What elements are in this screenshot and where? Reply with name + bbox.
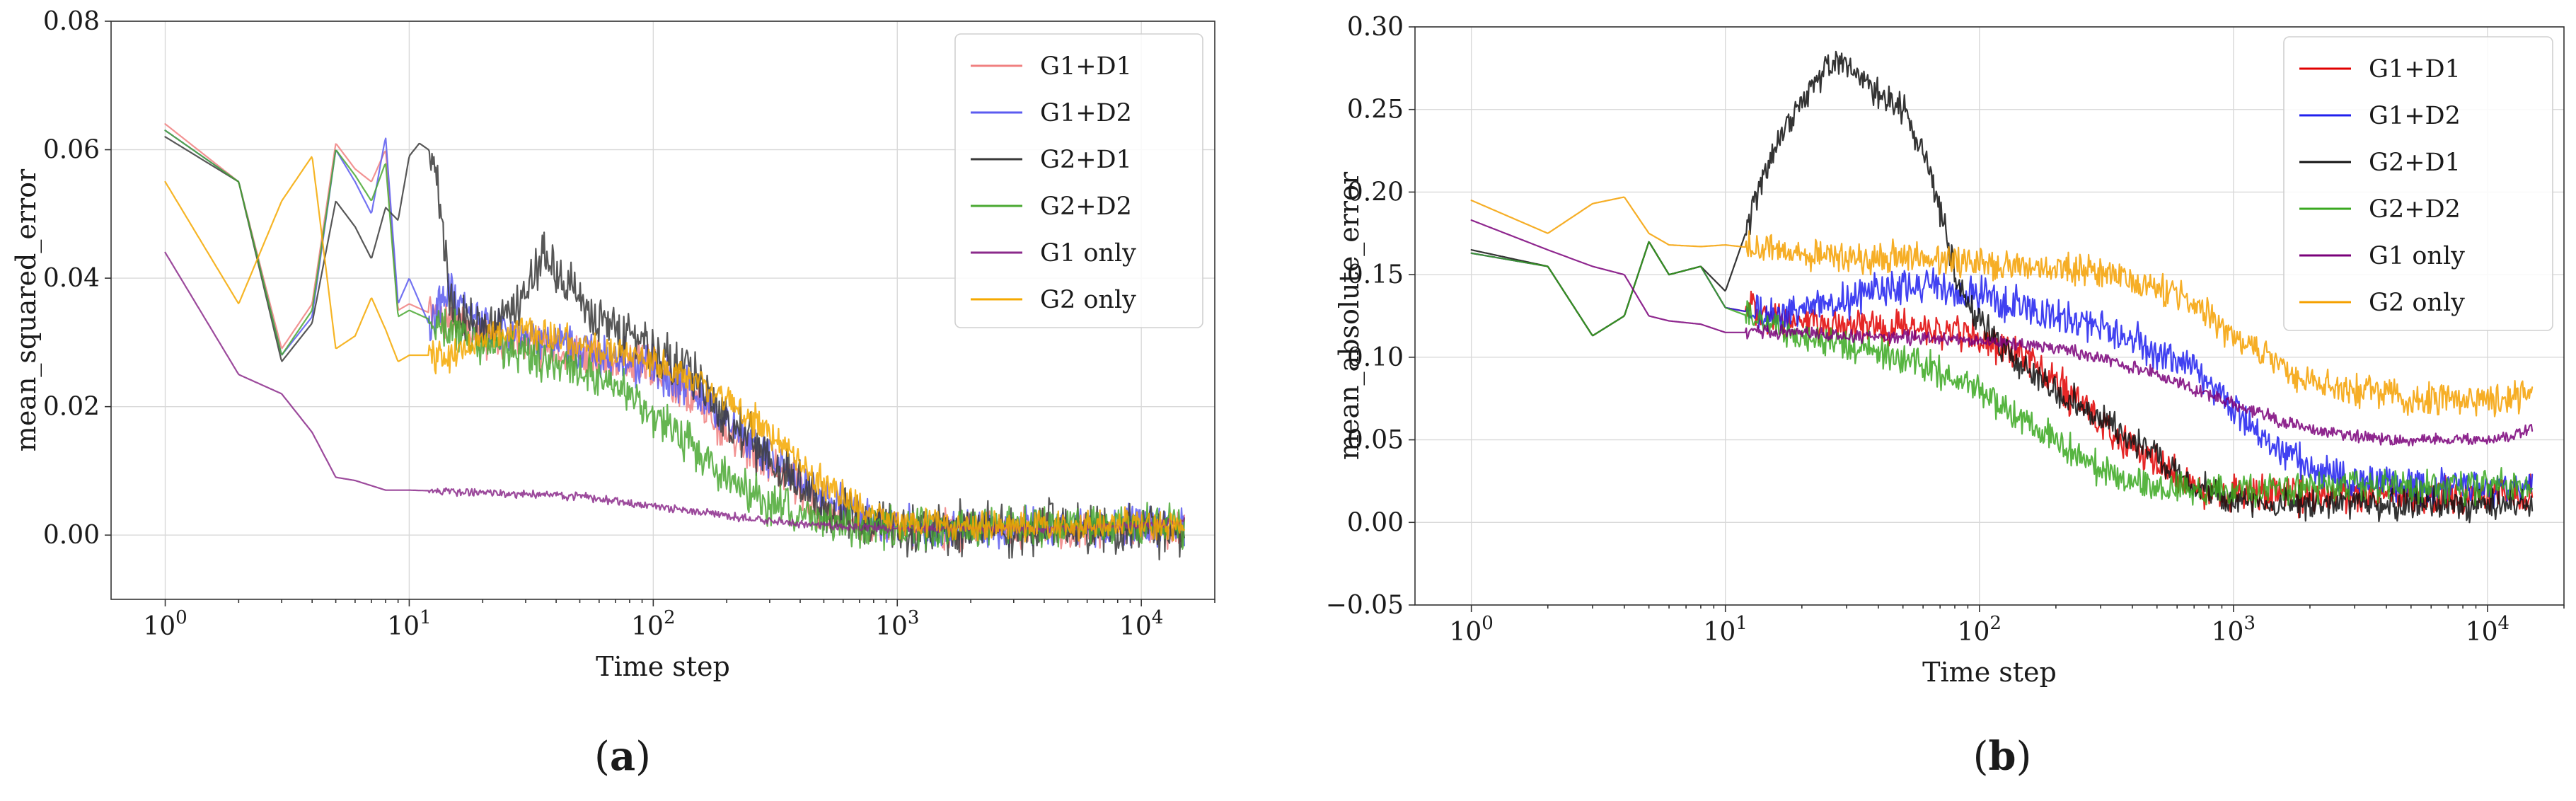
y-tick-label: 0.30 [1347,13,1404,42]
plot-frame [110,21,1215,600]
legend-label: G2 only [2369,289,2465,317]
legend-label: G2+D1 [2369,149,2461,177]
series-line-g2-d2 [1470,241,2534,509]
panel-label: (a) [594,733,651,780]
x-axis-label: Time step [1922,657,2057,688]
x-tick-label: 104 [1119,607,1163,641]
legend-label: G1 only [2369,242,2465,270]
y-tick-label: −0.05 [1326,591,1404,620]
panel-label: (b) [1973,733,2032,780]
legend-label: G2+D1 [1040,146,1132,174]
legend-box [2283,36,2553,331]
y-tick-label: 0.25 [1347,96,1404,125]
legend: G1+D1 G1+D2 G2+D1 G2+D2 G1 only G2 only [954,33,1203,328]
y-tick-label: 0.10 [1347,343,1404,372]
legend-label: G2+D2 [1040,192,1132,221]
y-tick-label: 0.06 [43,136,100,165]
y-tick-label: 0.20 [1347,178,1404,207]
x-tick-label: 100 [1449,613,1493,647]
legend-label: G1+D1 [2369,55,2461,83]
x-tick-label: 104 [2466,613,2509,647]
legend-label: G1+D2 [1040,99,1132,127]
x-tick-label: 103 [2212,613,2256,647]
chart-panel-b: −0.05 0.00 0.05 0.10 0.15 0.20 0.25 0.30 100 101 1… [1326,13,2565,780]
series-line-g1-only [1470,219,2534,446]
y-axis-label: mean_squared_error [11,168,42,451]
x-tick-label: 101 [1704,613,1748,647]
x-tick-label: 101 [387,607,431,641]
legend-label: G1+D2 [2369,102,2461,130]
legend: G1+D1 G1+D2 G2+D1 G2+D2 G1 only G2 only [2283,36,2553,331]
y-tick-label: 0.00 [43,521,100,550]
legend-label: G2+D2 [2369,195,2461,224]
x-tick-label: 100 [143,607,187,641]
chart-panel-a: 0.00 0.02 0.04 0.06 0.08 100 101 102 103 104 Time … [11,7,1215,780]
legend-label: G1+D1 [1040,52,1132,81]
x-tick-label: 103 [875,607,919,641]
series-line-g2-only [1470,196,2534,417]
y-tick-label: 0.00 [1347,508,1404,537]
series-line-g2-only [164,156,1185,543]
legend-label: G2 only [1040,286,1136,314]
x-tick-label: 102 [1958,613,2002,647]
y-tick-label: 0.15 [1347,260,1404,289]
y-tick-label: 0.05 [1347,426,1404,455]
y-axis-label: mean_absolute_error [1334,171,1365,460]
y-tick-label: 0.02 [43,393,100,422]
legend-label: G1 only [1040,239,1136,267]
legend-box [954,33,1203,328]
y-tick-label: 0.08 [43,7,100,36]
x-tick-label: 102 [631,607,675,641]
y-tick-label: 0.04 [43,264,100,293]
series-line-g2-d1 [164,136,1185,560]
plot-frame [1414,26,2565,606]
x-axis-label: Time step [596,651,730,682]
